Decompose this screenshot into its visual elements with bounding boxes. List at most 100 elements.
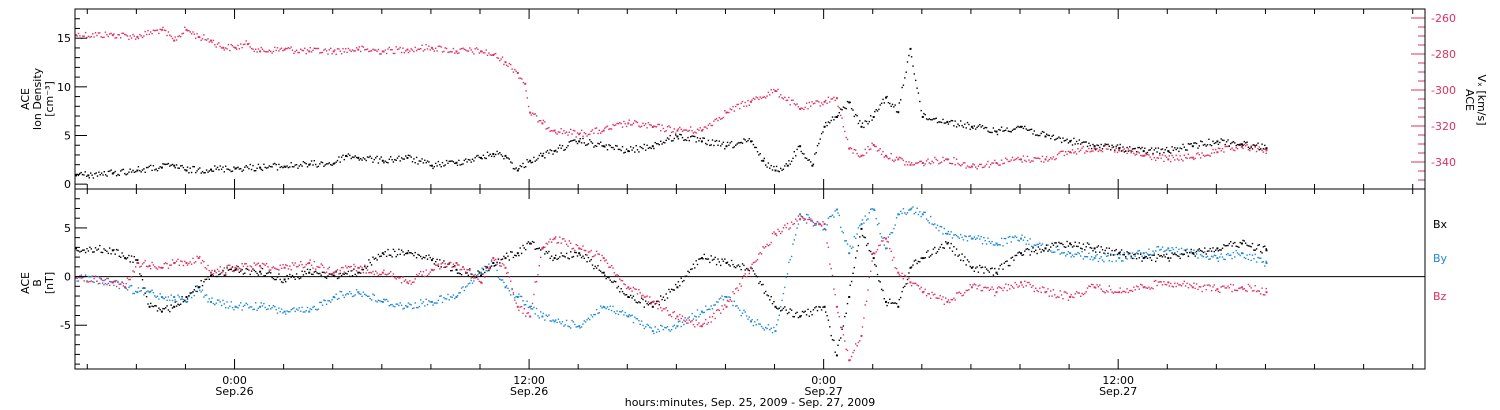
by-sample bbox=[1210, 255, 1213, 257]
density-sample bbox=[137, 166, 140, 168]
bx-sample bbox=[519, 247, 521, 249]
by-sample bbox=[106, 277, 108, 280]
bx-sample bbox=[302, 274, 305, 276]
by-sample bbox=[1000, 237, 1003, 240]
bz-sample bbox=[82, 276, 84, 279]
vx-sample bbox=[1011, 156, 1014, 159]
vx-sample bbox=[126, 35, 129, 37]
bz-sample bbox=[1092, 284, 1094, 286]
vx-sample bbox=[778, 96, 780, 98]
vx-sample bbox=[850, 147, 853, 150]
vx-sample bbox=[306, 49, 309, 51]
by-sample bbox=[447, 293, 449, 296]
density-axis-label-line3: [cm⁻³] bbox=[43, 81, 56, 117]
density-sample bbox=[207, 171, 209, 173]
density-sample bbox=[916, 87, 918, 89]
bx-sample bbox=[721, 258, 723, 260]
density-sample bbox=[792, 157, 794, 159]
density-sample bbox=[1165, 146, 1168, 149]
by-sample bbox=[1081, 251, 1083, 253]
by-sample bbox=[1265, 260, 1267, 263]
vx-sample bbox=[286, 47, 288, 50]
bz-sample bbox=[901, 272, 903, 275]
by-sample bbox=[205, 294, 208, 296]
bz-sample bbox=[1163, 281, 1165, 283]
bz-sample bbox=[170, 264, 172, 266]
bz-sample bbox=[857, 341, 860, 344]
bx-sample bbox=[681, 280, 684, 283]
density-sample bbox=[340, 156, 343, 158]
by-sample bbox=[264, 306, 266, 309]
by-sample bbox=[301, 306, 303, 309]
by-sample bbox=[621, 310, 624, 312]
bz-sample bbox=[756, 258, 759, 261]
vx-sample bbox=[728, 111, 730, 114]
density-sample bbox=[576, 142, 579, 145]
vx-sample bbox=[526, 97, 528, 99]
by-point bbox=[909, 208, 912, 211]
bz-sample bbox=[383, 269, 385, 271]
density-sample bbox=[893, 106, 895, 108]
bz-sample bbox=[870, 270, 872, 272]
bx-sample bbox=[1056, 245, 1059, 247]
vx-sample bbox=[415, 49, 418, 52]
by-sample bbox=[180, 298, 182, 301]
by-sample bbox=[857, 227, 860, 229]
bz-sample bbox=[658, 301, 660, 303]
bx-sample bbox=[89, 246, 91, 248]
by-sample bbox=[672, 325, 674, 328]
by-sample bbox=[351, 295, 354, 298]
vx-sample bbox=[436, 50, 438, 52]
bz-sample bbox=[747, 267, 749, 270]
bz-sample bbox=[925, 295, 928, 297]
bz-sample bbox=[1058, 296, 1060, 298]
vx-sample bbox=[620, 122, 622, 125]
density-sample bbox=[1243, 140, 1245, 143]
bz-sample bbox=[530, 308, 532, 310]
bz-sample bbox=[334, 271, 336, 273]
vx-sample bbox=[1081, 147, 1083, 149]
bx-sample bbox=[264, 275, 266, 277]
bx-sample bbox=[972, 266, 974, 268]
vx-sample bbox=[398, 48, 400, 50]
by-sample bbox=[216, 299, 219, 301]
bx-sample bbox=[699, 258, 701, 260]
bx-sample bbox=[769, 299, 771, 301]
density-sample bbox=[1148, 149, 1150, 151]
bz-sample bbox=[417, 275, 419, 277]
bx-sample bbox=[1035, 249, 1037, 251]
bx-sample bbox=[917, 260, 920, 263]
bx-sample bbox=[1100, 246, 1102, 248]
density-sample bbox=[1225, 141, 1228, 143]
bx-sample bbox=[280, 281, 283, 283]
bx-sample bbox=[949, 247, 951, 249]
bx-sample bbox=[452, 265, 455, 268]
vx-sample bbox=[830, 98, 832, 100]
bz-sample bbox=[195, 261, 197, 263]
vx-sample bbox=[345, 48, 347, 50]
by-sample bbox=[615, 312, 617, 315]
bx-sample bbox=[1215, 249, 1217, 251]
bx-sample bbox=[777, 308, 779, 310]
density-sample bbox=[826, 124, 828, 127]
by-sample bbox=[126, 289, 129, 291]
bx-sample bbox=[894, 302, 896, 304]
vx-sample bbox=[684, 129, 686, 131]
vx-sample bbox=[945, 158, 947, 160]
density-sample bbox=[1107, 143, 1109, 146]
vx-sample bbox=[159, 28, 161, 31]
bz-sample bbox=[594, 254, 596, 256]
density-sample bbox=[1194, 142, 1196, 144]
vx-sample bbox=[894, 159, 896, 161]
density-sample bbox=[1215, 142, 1217, 144]
bx-sample bbox=[499, 262, 501, 264]
by-sample bbox=[425, 298, 427, 300]
bz-sample bbox=[1022, 286, 1025, 288]
bz-sample bbox=[388, 272, 390, 274]
by-sample bbox=[252, 308, 254, 311]
bz-sample bbox=[1120, 291, 1123, 294]
bz-sample bbox=[876, 248, 879, 251]
bx-sample bbox=[312, 273, 314, 276]
vx-sample bbox=[417, 48, 419, 50]
vx-sample bbox=[1059, 151, 1061, 153]
